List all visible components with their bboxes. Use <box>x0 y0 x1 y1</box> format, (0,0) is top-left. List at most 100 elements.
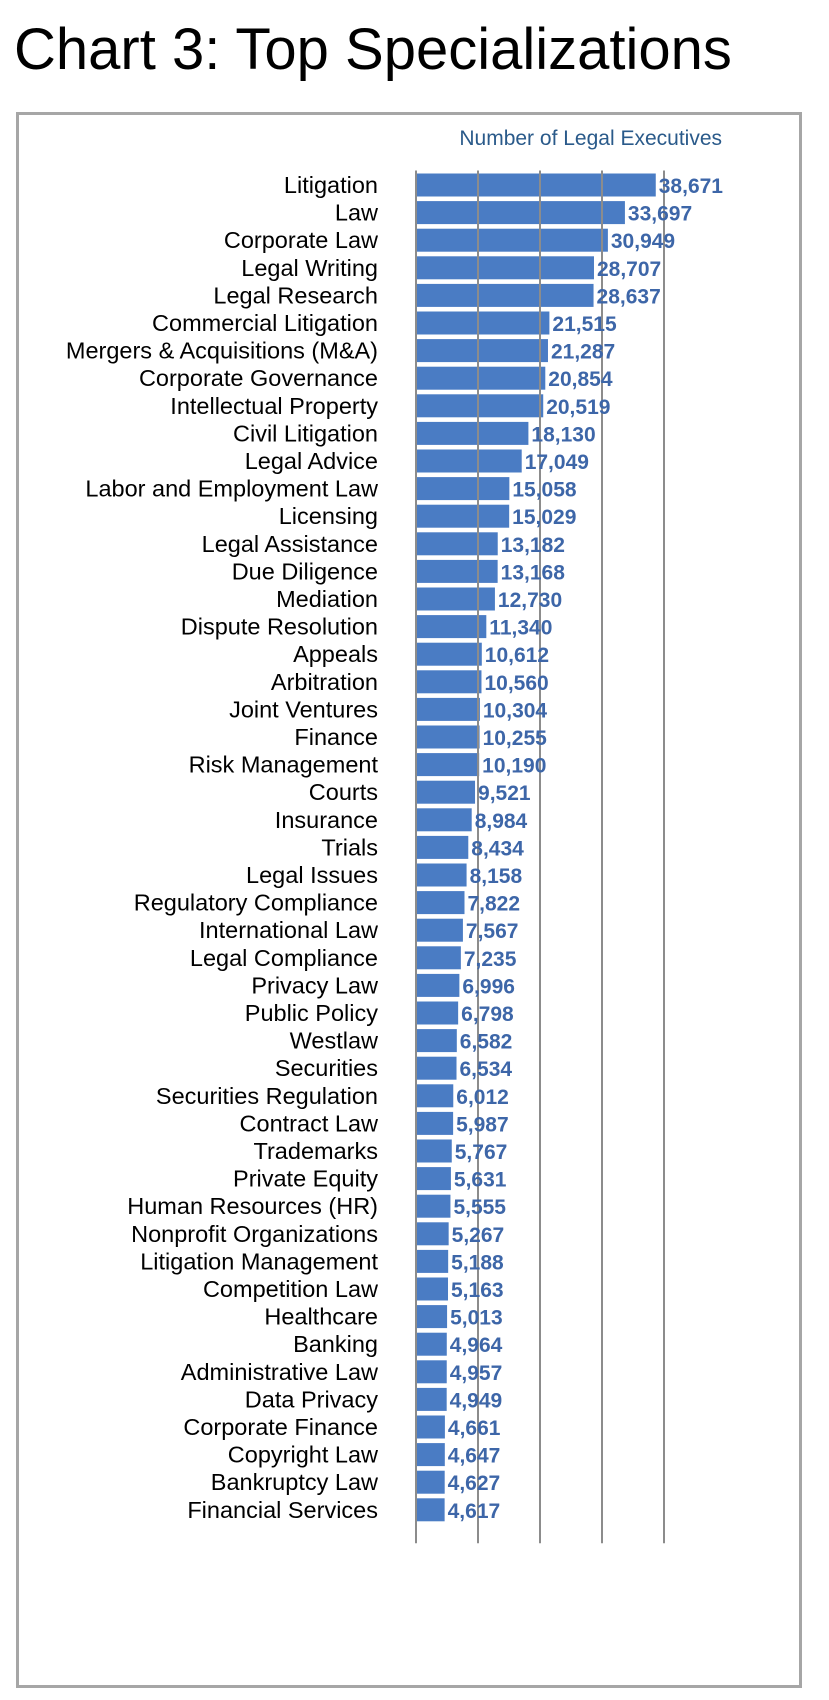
value-label: 5,267 <box>452 1224 505 1247</box>
value-label: 5,013 <box>450 1307 503 1330</box>
category-label: Westlaw <box>290 1028 379 1054</box>
bar <box>416 1415 445 1439</box>
category-label: Courts <box>309 779 378 805</box>
bar <box>416 477 510 501</box>
category-label: Public Policy <box>245 1000 378 1026</box>
bar <box>416 808 472 832</box>
category-label: Banking <box>293 1331 378 1357</box>
category-label: Legal Research <box>213 282 378 308</box>
value-label: 4,949 <box>450 1389 503 1412</box>
bar-chart: Litigation 38,671 Law 33,697 Corporate Law 30… <box>66 127 724 1544</box>
value-label: 13,182 <box>501 534 565 557</box>
value-label: 6,798 <box>461 1003 514 1026</box>
value-label: 21,287 <box>551 341 615 364</box>
category-label: Contract Law <box>240 1110 379 1136</box>
value-label: 10,304 <box>483 699 548 722</box>
category-label: Joint Ventures <box>229 696 378 722</box>
value-label: 33,697 <box>628 203 692 226</box>
value-label: 38,671 <box>659 175 724 198</box>
bar <box>416 670 482 694</box>
bar <box>416 504 510 528</box>
bar <box>416 366 546 390</box>
category-label: Insurance <box>275 807 378 833</box>
bar <box>416 1387 447 1411</box>
category-label: Dispute Resolution <box>181 614 378 640</box>
bar <box>416 1194 451 1218</box>
category-label: Due Diligence <box>232 558 378 584</box>
bar <box>416 946 461 970</box>
legend-label: Number of Legal Executives <box>459 127 722 150</box>
category-label: Appeals <box>293 641 378 667</box>
axis-layer <box>415 170 665 1544</box>
value-label: 15,058 <box>512 479 577 502</box>
category-label: Privacy Law <box>251 972 379 998</box>
category-label: Bankruptcy Law <box>211 1469 379 1495</box>
bar <box>416 1332 447 1356</box>
value-label: 5,188 <box>451 1251 504 1274</box>
value-label: 15,029 <box>512 506 576 529</box>
category-label: Litigation <box>284 172 378 198</box>
category-label: Administrative Law <box>181 1359 379 1385</box>
category-label: Financial Services <box>187 1497 378 1523</box>
value-label: 20,854 <box>548 368 613 391</box>
value-label: 8,434 <box>471 837 524 860</box>
bar <box>416 642 482 666</box>
bar <box>416 863 467 887</box>
chart-frame: Litigation 38,671 Law 33,697 Corporate Law 30… <box>16 112 802 1688</box>
category-label: Trademarks <box>254 1138 379 1164</box>
value-label: 5,555 <box>453 1196 506 1219</box>
category-label: Legal Compliance <box>190 945 378 971</box>
bar <box>416 1249 449 1273</box>
value-label: 28,637 <box>597 285 661 308</box>
value-label: 6,012 <box>456 1086 509 1109</box>
category-label: Labor and Employment Law <box>85 476 379 502</box>
value-label: 12,730 <box>498 589 562 612</box>
value-label: 10,560 <box>484 672 548 695</box>
value-label: 4,661 <box>448 1417 501 1440</box>
bar <box>416 1029 457 1053</box>
bar <box>416 1056 457 1080</box>
value-label: 21,515 <box>552 313 617 336</box>
category-label: Corporate Finance <box>183 1414 378 1440</box>
bar-layer <box>416 173 656 1522</box>
bar <box>416 835 469 859</box>
category-label: Securities <box>275 1055 378 1081</box>
bar <box>416 1222 449 1246</box>
value-label: 18,130 <box>531 423 595 446</box>
bar <box>416 753 480 777</box>
bar <box>416 1139 452 1163</box>
value-label: 5,631 <box>454 1169 507 1192</box>
category-label: Mergers & Acquisitions (M&A) <box>66 338 378 364</box>
category-label: Private Equity <box>233 1166 378 1192</box>
category-label: Licensing <box>279 503 378 529</box>
category-label: Legal Advice <box>245 448 378 474</box>
bar <box>416 173 656 197</box>
bar <box>416 394 544 418</box>
bar <box>416 201 625 225</box>
category-label: Civil Litigation <box>233 420 378 446</box>
value-label: 17,049 <box>525 451 589 474</box>
bar <box>416 615 487 639</box>
bar <box>416 1111 454 1135</box>
category-label: Mediation <box>276 586 378 612</box>
bar <box>416 532 498 556</box>
category-label: Corporate Governance <box>139 365 378 391</box>
bar <box>416 311 550 335</box>
bar <box>416 587 495 611</box>
value-label: 4,617 <box>448 1500 501 1523</box>
category-label: Litigation Management <box>140 1248 378 1274</box>
category-label: Competition Law <box>203 1276 379 1302</box>
value-label: 4,627 <box>448 1472 501 1495</box>
bar <box>416 1167 451 1191</box>
category-label: International Law <box>199 917 379 943</box>
value-label: 4,964 <box>450 1334 503 1357</box>
category-label: Legal Issues <box>246 862 378 888</box>
bar <box>416 918 463 942</box>
bar <box>416 1360 447 1384</box>
category-label: Nonprofit Organizations <box>131 1221 378 1247</box>
bar <box>416 559 498 583</box>
category-label: Arbitration <box>271 669 378 695</box>
category-label: Law <box>335 200 379 226</box>
value-label: 30,949 <box>611 230 675 253</box>
value-label: 4,647 <box>448 1445 501 1468</box>
